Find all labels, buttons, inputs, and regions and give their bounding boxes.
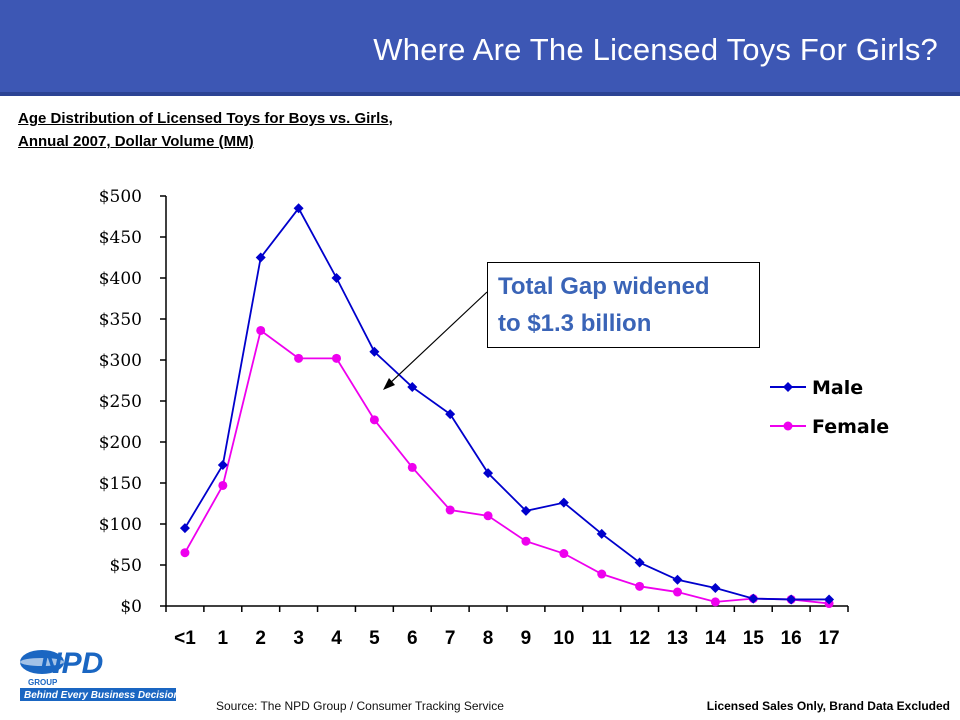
callout-arrow-line: [387, 291, 488, 386]
x-tick-label: 15: [743, 628, 765, 649]
callout-line1: Total Gap widened: [498, 273, 710, 300]
data-point-male: [672, 574, 683, 585]
data-point-female: [597, 569, 607, 579]
data-point-female: [673, 587, 682, 597]
data-point-male: [407, 382, 418, 393]
series-line-male: [184, 206, 830, 601]
data-point-female: [294, 353, 304, 363]
data-point-male: [786, 594, 797, 605]
data-point-female: [559, 549, 569, 559]
callout-line2: to $1.3 billion: [498, 310, 652, 337]
x-tick-label: 9: [521, 628, 532, 649]
y-tick-label: $100: [99, 515, 142, 535]
y-tick-label: $350: [99, 310, 142, 330]
data-point-male: [520, 505, 531, 516]
data-point-female: [710, 597, 720, 607]
data-point-male: [293, 203, 304, 214]
source-note: Source: The NPD Group / Consumer Trackin…: [216, 699, 504, 713]
data-point-female: [369, 415, 379, 425]
y-axis-ticks: $0 $50 $100 $150 $200 $250 $300 $350 $400 $450 $50…: [99, 187, 166, 617]
data-point-female: [445, 505, 455, 515]
data-point-male: [483, 468, 494, 479]
y-tick-label: $300: [99, 351, 142, 371]
data-point-male: [217, 459, 228, 470]
x-tick-label: 4: [331, 628, 342, 649]
data-point-female: [256, 325, 266, 335]
x-tick-label: 6: [407, 628, 418, 649]
y-tick-label: $250: [99, 392, 142, 412]
x-tick-label: 16: [781, 628, 802, 649]
slide-title: Where Are The Licensed Toys For Girls?: [373, 32, 938, 67]
x-tick-label: 7: [445, 628, 456, 649]
data-point-male: [824, 594, 835, 605]
data-point-female: [635, 581, 645, 591]
data-point-male: [596, 528, 607, 539]
series-female: [180, 325, 834, 609]
y-tick-label: $50: [110, 556, 142, 576]
series-line-female: [184, 328, 830, 605]
y-tick-label: $200: [99, 433, 142, 453]
legend-marker: [783, 382, 793, 392]
data-point-female: [521, 536, 531, 546]
x-tick-label: 11: [592, 628, 613, 649]
legend-label: Female: [812, 416, 889, 438]
chart-subtitle-line1: Age Distribution of Licensed Toys for Bo…: [18, 110, 393, 127]
header-bar: Where Are The Licensed Toys For Girls?: [0, 0, 960, 96]
data-point-male: [369, 346, 380, 357]
x-tick-label: 8: [483, 628, 494, 649]
data-point-female: [483, 511, 493, 521]
logo-tagline: Behind Every Business Decision: [24, 690, 180, 701]
x-tick-label: 10: [553, 628, 574, 649]
data-point-male: [558, 497, 569, 508]
chart-legend: Male Female: [770, 377, 889, 438]
logo-group: GROUP: [28, 678, 58, 687]
data-point-female: [332, 353, 341, 363]
data-point-male: [331, 273, 342, 283]
logo-wordmark: NPD: [40, 647, 103, 680]
y-tick-label: $450: [99, 228, 142, 248]
y-tick-label: $150: [99, 474, 142, 494]
legend-label: Male: [812, 377, 863, 399]
footer-note: Licensed Sales Only, Brand Data Excluded: [706, 699, 950, 713]
data-point-female: [407, 462, 417, 472]
x-tick-label: <1: [174, 628, 196, 649]
data-point-male: [445, 409, 456, 420]
data-point-male: [710, 582, 721, 593]
x-tick-label: 17: [818, 628, 839, 649]
chart-subtitle-line2: Annual 2007, Dollar Volume (MM): [18, 133, 254, 150]
npd-logo-mark: NPD GROUP Behind Every Business Decision: [20, 647, 180, 701]
legend-marker: [783, 421, 793, 431]
data-point-female: [218, 480, 228, 490]
x-tick-label: 14: [705, 628, 727, 649]
x-tick-label: 1: [218, 628, 229, 649]
chart-axes: [165, 196, 848, 607]
callout-box: Total Gap widened to $1.3 billion: [487, 262, 760, 348]
x-axis-ticks: <1 1 2 3 4 5 6 7 8 9 10 11 12 13 14 15 16 17: [165, 606, 849, 649]
data-point-male: [634, 557, 645, 568]
x-tick-label: 5: [369, 628, 380, 649]
callout-arrow: [383, 291, 488, 390]
callout-arrowhead: [383, 378, 395, 390]
data-point-male: [748, 593, 759, 604]
npd-logo: NPD GROUP Behind Every Business Decision: [20, 645, 180, 701]
y-tick-label: $0: [120, 597, 142, 617]
series-layer: [179, 203, 835, 609]
data-point-male: [255, 252, 266, 263]
x-tick-label: 12: [629, 628, 650, 649]
data-point-male: [179, 523, 190, 534]
x-tick-label: 3: [293, 628, 304, 649]
series-male: [179, 203, 835, 605]
x-tick-label: 2: [255, 628, 266, 649]
y-tick-label: $400: [99, 269, 142, 289]
y-tick-label: $500: [99, 187, 142, 207]
x-tick-label: 13: [667, 628, 688, 649]
data-point-female: [180, 548, 190, 558]
